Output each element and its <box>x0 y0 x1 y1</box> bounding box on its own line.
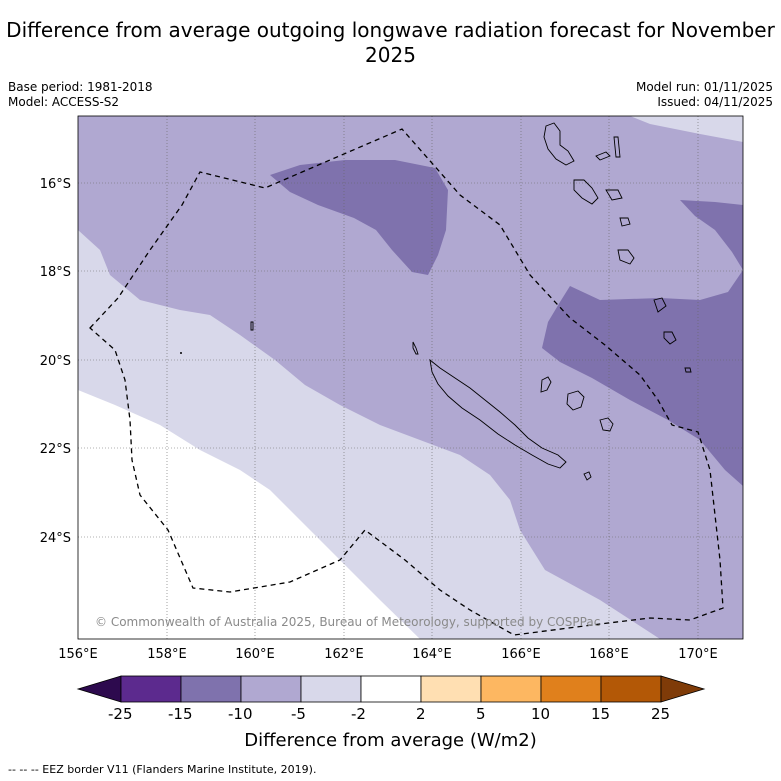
colorbar-tick-label: -2 <box>351 705 366 723</box>
lifou-island <box>566 390 585 411</box>
map-frame <box>77 115 744 640</box>
colorbar-tick-label: 15 <box>591 705 611 723</box>
lon-tick-label: 164°E <box>412 647 452 662</box>
band-minus-10 <box>78 116 743 639</box>
belep-islands <box>412 341 419 355</box>
page-title: Difference from average outgoing longwav… <box>6 18 775 67</box>
colorbar-tick-label: -25 <box>108 705 133 723</box>
eez-border <box>89 128 724 636</box>
malakula-island <box>573 179 599 205</box>
colorbar <box>76 675 706 703</box>
colorbar-segment <box>180 675 242 703</box>
lat-tick-label: 22°S <box>40 442 71 457</box>
lat-tick-label: 24°S <box>40 531 71 546</box>
band-corner <box>630 116 743 142</box>
ambae-island <box>595 151 611 161</box>
colorbar-tick-label: -15 <box>168 705 193 723</box>
patch-northeast <box>680 200 743 270</box>
new-caledonia-island <box>429 358 567 469</box>
lon-tick-label: 166°E <box>501 647 541 662</box>
colorbar-segment <box>300 675 362 703</box>
issued-date: Issued: 04/11/2025 <box>657 95 773 109</box>
efate-island <box>619 217 631 227</box>
latitude-axis: 16°S 18°S 20°S 22°S 24°S <box>40 177 71 546</box>
longitude-axis: 156°E 158°E 160°E 162°E 164°E 166°E 168°… <box>58 647 718 662</box>
small-islet-west <box>180 352 182 354</box>
eez-footnote: -- -- -- EEZ border V11 (Flanders Marine… <box>8 763 317 776</box>
meta-right: Model run: 01/11/2025 Issued: 04/11/2025 <box>636 80 773 110</box>
model-run: Model run: 01/11/2025 <box>635 80 773 94</box>
colorbar-tick-label: -5 <box>291 705 306 723</box>
graticule <box>78 116 743 639</box>
lat-tick-label: 18°S <box>40 265 71 280</box>
colorbar-tick-label: 10 <box>531 705 551 723</box>
colorbar-segment <box>600 675 662 703</box>
colorbar-segment <box>120 675 182 703</box>
espiritu-santo-island <box>543 122 575 166</box>
aneityum-island <box>663 331 677 345</box>
mare-island <box>599 417 614 432</box>
meta-left: Base period: 1981-2018 Model: ACCESS-S2 <box>8 80 153 110</box>
lon-tick-label: 158°E <box>147 647 187 662</box>
maewo-island <box>613 136 621 158</box>
lon-tick-label: 162°E <box>324 647 364 662</box>
colorbar-title: Difference from average (W/m2) <box>244 730 537 751</box>
erromango-island <box>617 249 635 265</box>
tanna-island <box>653 297 667 313</box>
colorbar-segment <box>540 675 602 703</box>
isle-of-pines <box>583 471 592 481</box>
colorbar-segment <box>360 675 422 703</box>
base-period: Base period: 1981-2018 <box>8 80 153 94</box>
map-area <box>78 116 743 639</box>
lat-tick-label: 16°S <box>40 177 71 192</box>
lon-tick-label: 160°E <box>235 647 275 662</box>
colorbar-tick-label: 5 <box>476 705 486 723</box>
colorbar-extend-high <box>660 675 706 703</box>
small-islet-east <box>684 367 692 373</box>
colorbar-segment <box>480 675 542 703</box>
small-islet-chesterfield <box>250 321 254 331</box>
colorbar-segment <box>240 675 302 703</box>
ouvea-island <box>540 376 552 393</box>
copyright-notice: © Commonwealth of Australia 2025, Bureau… <box>95 615 600 629</box>
colorbar-tick-label: 2 <box>416 705 426 723</box>
lon-tick-label: 156°E <box>58 647 98 662</box>
colorbar-segment <box>420 675 482 703</box>
patch-north <box>270 160 448 275</box>
pentecost-island <box>605 189 623 201</box>
colorbar-extend-low <box>76 675 122 703</box>
colorbar-tick-label: -10 <box>228 705 253 723</box>
colorbar-tick-label: 25 <box>651 705 671 723</box>
model-name: Model: ACCESS-S2 <box>8 95 120 109</box>
lon-tick-label: 168°E <box>589 647 629 662</box>
lat-tick-label: 20°S <box>40 354 71 369</box>
lon-tick-label: 170°E <box>678 647 718 662</box>
